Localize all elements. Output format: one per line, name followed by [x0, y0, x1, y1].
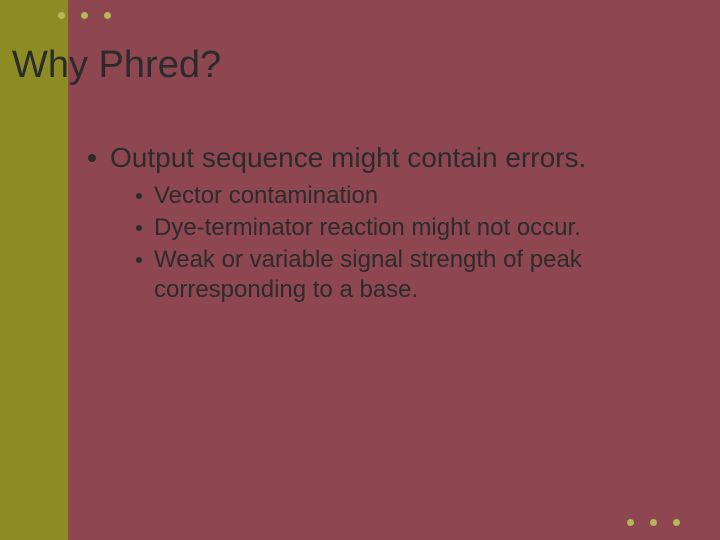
bullet-icon — [88, 154, 96, 162]
bullet-icon — [136, 257, 142, 263]
decorative-dots-top — [58, 12, 111, 19]
dot-icon — [58, 12, 65, 19]
decorative-dots-bottom — [627, 519, 680, 526]
bullet-text: Vector contamination — [154, 181, 378, 211]
slide-title: Why Phred? — [12, 44, 221, 87]
dot-icon — [627, 519, 634, 526]
bullet-text: Output sequence might contain errors. — [110, 140, 586, 175]
bullet-text: Dye-terminator reaction might not occur. — [154, 213, 581, 243]
bullet-icon — [136, 193, 142, 199]
bullet-icon — [136, 225, 142, 231]
bullet-text: Weak or variable signal strength of peak… — [154, 245, 702, 305]
dot-icon — [81, 12, 88, 19]
slide-content: Output sequence might contain errors. Ve… — [88, 140, 702, 307]
sub-bullet-list: Vector contamination Dye-terminator reac… — [136, 181, 702, 305]
dot-icon — [673, 519, 680, 526]
dot-icon — [104, 12, 111, 19]
dot-icon — [650, 519, 657, 526]
bullet-level2: Dye-terminator reaction might not occur. — [136, 213, 702, 243]
bullet-level2: Vector contamination — [136, 181, 702, 211]
bullet-level2: Weak or variable signal strength of peak… — [136, 245, 702, 305]
bullet-level1: Output sequence might contain errors. — [88, 140, 702, 175]
